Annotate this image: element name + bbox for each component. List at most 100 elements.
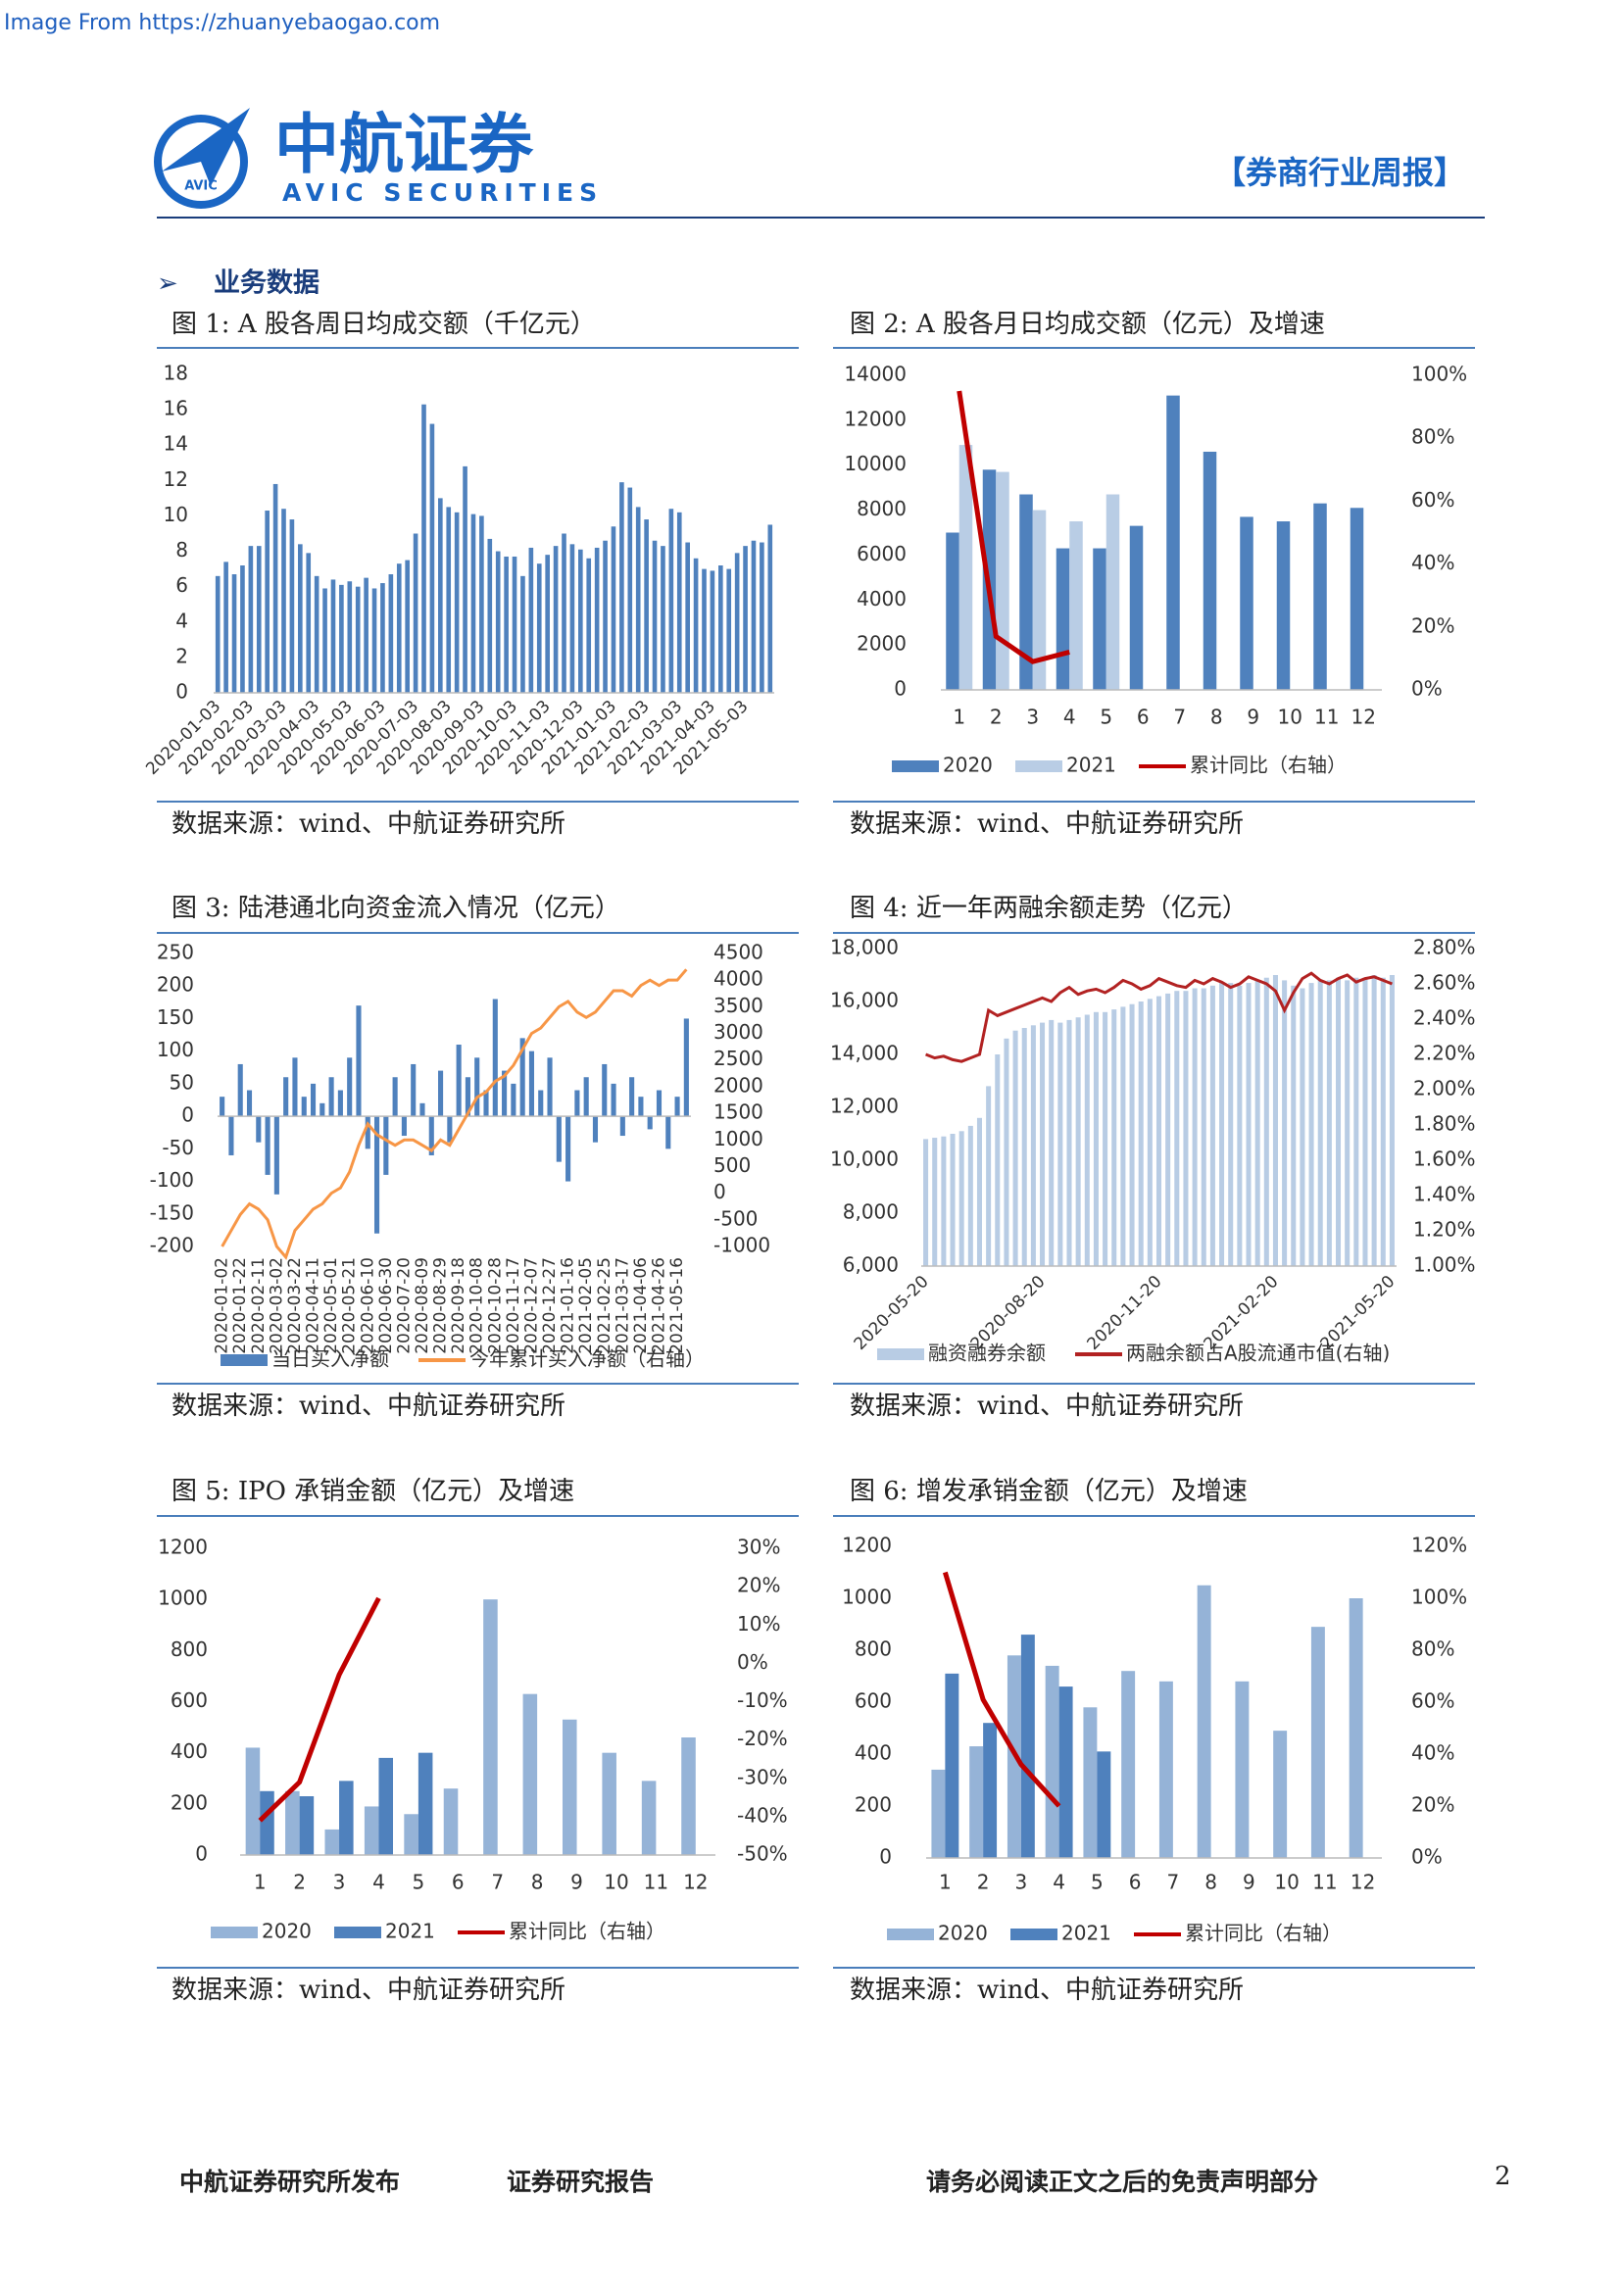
bar [1263, 977, 1269, 1266]
bar [578, 549, 583, 693]
bar [594, 547, 600, 693]
x-tick-label: 2020-06-30 [376, 1257, 396, 1354]
bar [1020, 1635, 1035, 1858]
bar [1056, 548, 1070, 690]
bar [627, 487, 633, 693]
y2-tick-label: 40% [1411, 551, 1454, 574]
bar [447, 1116, 453, 1143]
bar [565, 1116, 571, 1182]
legend-label: 2021 [385, 1920, 435, 1943]
bar [1129, 525, 1144, 690]
legend-swatch [877, 1348, 924, 1360]
bar [665, 1116, 671, 1149]
figure-caption: 图 4: 近一年两融余额走势（亿元） [850, 894, 1248, 923]
y-tick-label: 600 [855, 1689, 892, 1713]
y2-tick-label: 30% [737, 1536, 780, 1559]
y-tick-label: 10 [164, 503, 188, 526]
bar [611, 1083, 616, 1117]
bar [1235, 1681, 1250, 1858]
bar [945, 1673, 959, 1858]
y2-tick-label: 4500 [713, 941, 763, 964]
bar [923, 1139, 929, 1266]
y-tick-label: 14 [164, 432, 188, 456]
logo-badge: AVIC [184, 179, 218, 194]
x-tick-label: 2020-11-17 [504, 1257, 523, 1354]
figure-caption: 图 3: 陆港通北向资金流入情况（亿元） [172, 894, 620, 923]
x-tick-label: 12 [1351, 1871, 1375, 1894]
legend-label: 2020 [262, 1920, 312, 1943]
bar [683, 1018, 689, 1117]
y-tick-label: 100 [157, 1038, 194, 1061]
bar [1282, 980, 1288, 1266]
y-tick-label: 800 [855, 1637, 892, 1661]
chart: 6,000 8,000 10,000 12,000 14,000 16,000 18,000… [830, 936, 1476, 1365]
logo-plane [162, 108, 250, 186]
bar [470, 513, 476, 693]
bar [1158, 1681, 1173, 1858]
bar [1353, 977, 1359, 1266]
bar [603, 540, 608, 693]
bar [392, 1077, 398, 1117]
y-tick-label: 14,000 [830, 1042, 899, 1065]
x-tick-label: 12 [683, 1871, 708, 1894]
legend-label: 2021 [1061, 1922, 1111, 1945]
y2-tick-label: 60% [1411, 1689, 1454, 1713]
chart: 0246810121416182020-01-032020-02-032020-… [142, 362, 774, 779]
y-tick-label: 1200 [158, 1536, 208, 1559]
bar [418, 1752, 433, 1855]
bar [1350, 508, 1364, 690]
x-tick-label: 2020-12-07 [521, 1257, 541, 1354]
bar [1012, 1030, 1018, 1266]
x-tick-label: 2020-05-21 [340, 1257, 360, 1354]
x-tick-label: 2 [977, 1871, 990, 1894]
bar [245, 1747, 261, 1855]
bar [419, 1102, 425, 1117]
bar [941, 1136, 947, 1266]
x-tick-label: 6 [452, 1871, 465, 1894]
bar [428, 1116, 434, 1155]
bar [986, 1086, 992, 1266]
bar [1004, 1038, 1009, 1266]
bar [638, 1097, 644, 1117]
bar [328, 1077, 334, 1117]
y2-tick-label: 0% [737, 1650, 768, 1674]
y2-tick-label: 20% [737, 1574, 780, 1597]
x-tick-label: 2021-01-16 [559, 1257, 578, 1354]
legend-label: 融资融券余额 [928, 1342, 1046, 1365]
x-tick-label: 4 [1053, 1871, 1065, 1894]
x-tick-label: 6 [1129, 1871, 1142, 1894]
line-series [957, 390, 1070, 664]
bar [1111, 1009, 1117, 1266]
line-series [925, 971, 1393, 1063]
line-series [258, 1596, 381, 1823]
bar [256, 1116, 262, 1143]
logo-cn: 中航证券 [274, 107, 534, 182]
bar [1129, 1003, 1135, 1266]
bar [1336, 977, 1342, 1266]
y2-tick-label: 3500 [713, 994, 763, 1017]
bar [438, 1070, 444, 1117]
figure-source: 数据来源：wind、中航证券研究所 [850, 1976, 1244, 2005]
legend-swatch [211, 1927, 258, 1938]
x-tick-label: 3 [1015, 1871, 1028, 1894]
x-tick-label: 6 [1137, 706, 1150, 729]
legend-label: 今年累计买入净额（右轴） [469, 1347, 705, 1371]
y-tick-label: 0 [195, 1842, 208, 1866]
bar [256, 546, 262, 693]
bar [602, 1063, 608, 1117]
x-tick-label: 4 [1063, 706, 1076, 729]
bar [995, 1054, 1001, 1266]
bar [1103, 1011, 1108, 1266]
x-tick-label: 3 [333, 1871, 346, 1894]
bar [556, 1116, 562, 1162]
bar [1209, 985, 1215, 1266]
bar [528, 547, 534, 693]
bar [734, 553, 740, 693]
bar [378, 1757, 394, 1855]
y-tick-label: -150 [150, 1200, 194, 1224]
bar [411, 1063, 417, 1117]
x-tick-label: 10 [1274, 1871, 1299, 1894]
y-tick-label: 1000 [842, 1586, 892, 1609]
bar [619, 1116, 625, 1137]
